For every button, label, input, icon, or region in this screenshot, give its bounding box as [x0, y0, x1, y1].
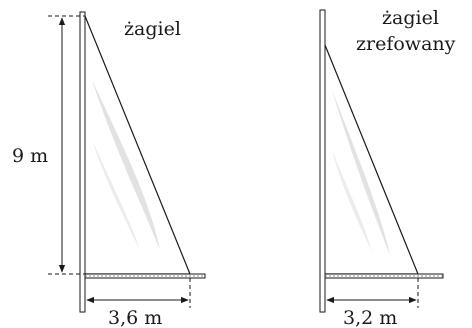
sail-label-right-line2: zrefowany — [356, 33, 456, 55]
sail-left — [84, 15, 191, 275]
reefed-sail-figure: 3,2 m żagiel zrefowany — [319, 7, 456, 328]
mast-right — [319, 9, 326, 313]
sail-shine-left-1 — [92, 80, 160, 250]
sail-shine-right-2 — [332, 150, 372, 252]
sail-shine-right-1 — [332, 90, 390, 255]
width-label-left: 3,6 m — [108, 307, 162, 328]
sail-shine-left-2 — [92, 140, 140, 250]
sail-label-left: żagiel — [124, 18, 181, 40]
mast-left — [79, 11, 86, 313]
sail-label-right-line1: żagiel — [382, 7, 439, 29]
sail-right — [324, 44, 419, 275]
full-sail-figure: 9 m 3,6 m żagiel — [12, 11, 206, 328]
height-label: 9 m — [12, 145, 48, 167]
width-label-right: 3,2 m — [343, 307, 397, 328]
